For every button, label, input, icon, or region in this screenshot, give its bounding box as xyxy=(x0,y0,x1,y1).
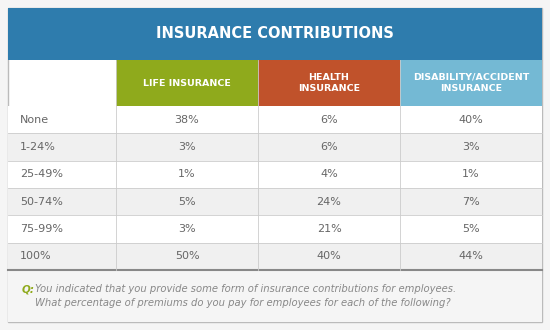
Text: Q:: Q: xyxy=(22,284,35,294)
Text: 5%: 5% xyxy=(178,197,196,207)
Text: LIFE INSURANCE: LIFE INSURANCE xyxy=(143,79,231,87)
Text: 3%: 3% xyxy=(178,142,196,152)
Bar xyxy=(8,215,542,243)
Text: INSURANCE CONTRIBUTIONS: INSURANCE CONTRIBUTIONS xyxy=(156,26,394,42)
Text: 4%: 4% xyxy=(320,169,338,179)
Text: 38%: 38% xyxy=(175,115,199,125)
Text: 25-49%: 25-49% xyxy=(20,169,63,179)
Text: None: None xyxy=(20,115,49,125)
Text: 7%: 7% xyxy=(462,197,480,207)
Text: 3%: 3% xyxy=(178,224,196,234)
Text: 50-74%: 50-74% xyxy=(20,197,63,207)
Text: 21%: 21% xyxy=(317,224,342,234)
Bar xyxy=(8,188,542,215)
Bar xyxy=(116,60,258,106)
Text: 6%: 6% xyxy=(320,142,338,152)
Bar xyxy=(8,133,542,161)
Text: 40%: 40% xyxy=(459,115,483,125)
Text: You indicated that you provide some form of insurance contributions for employee: You indicated that you provide some form… xyxy=(35,284,456,294)
Text: 50%: 50% xyxy=(175,251,199,261)
Bar xyxy=(8,243,542,270)
Text: HEALTH
INSURANCE: HEALTH INSURANCE xyxy=(298,73,360,93)
Text: 3%: 3% xyxy=(462,142,480,152)
Text: What percentage of premiums do you pay for employees for each of the following?: What percentage of premiums do you pay f… xyxy=(35,298,450,308)
Bar xyxy=(8,270,542,322)
Text: 24%: 24% xyxy=(317,197,342,207)
Text: 44%: 44% xyxy=(459,251,483,261)
Bar xyxy=(8,8,542,60)
Text: 1%: 1% xyxy=(178,169,196,179)
Bar xyxy=(8,161,542,188)
Text: 75-99%: 75-99% xyxy=(20,224,63,234)
Bar xyxy=(8,106,542,133)
Text: 5%: 5% xyxy=(462,224,480,234)
Text: 6%: 6% xyxy=(320,115,338,125)
Text: DISABILITY/ACCIDENT
INSURANCE: DISABILITY/ACCIDENT INSURANCE xyxy=(413,73,529,93)
Bar xyxy=(400,60,542,106)
Text: 40%: 40% xyxy=(317,251,342,261)
Text: 100%: 100% xyxy=(20,251,52,261)
Text: 1-24%: 1-24% xyxy=(20,142,56,152)
Text: 1%: 1% xyxy=(462,169,480,179)
Bar xyxy=(258,60,400,106)
